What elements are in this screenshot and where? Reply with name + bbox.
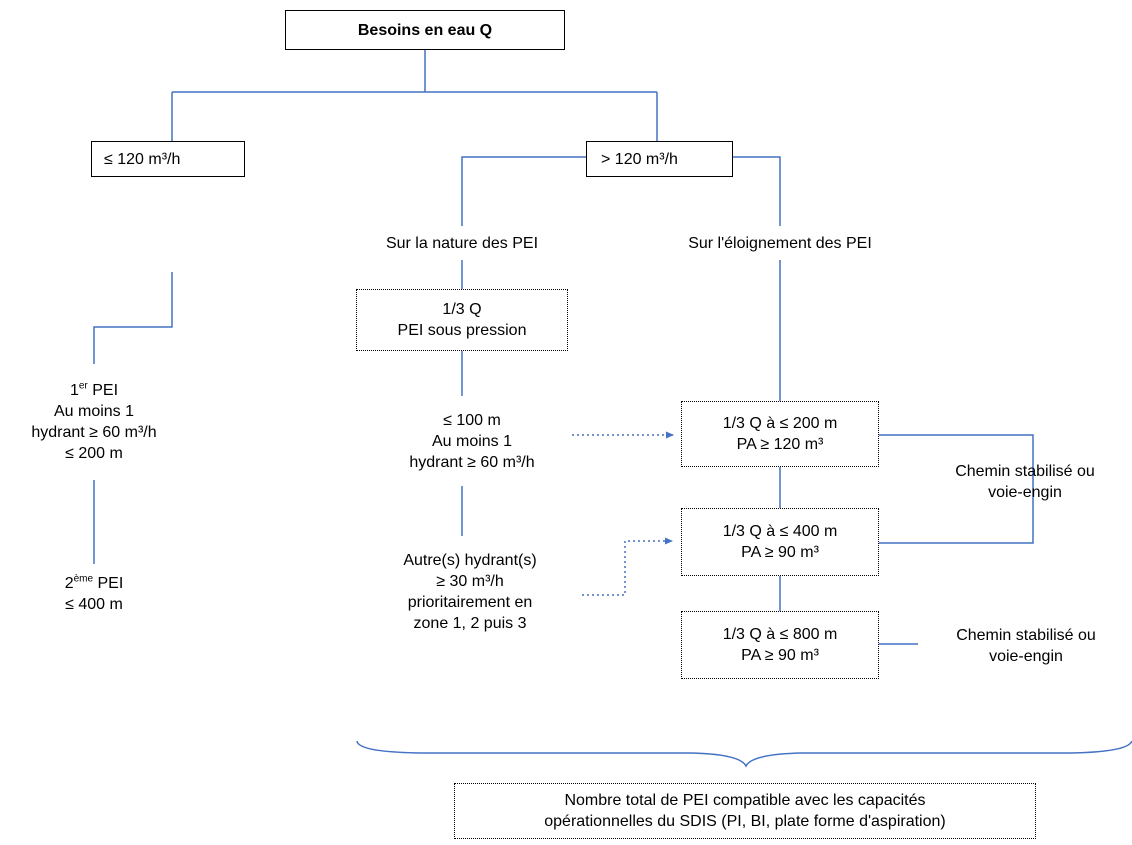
distance-200-line1: 1/3 Q à ≤ 200 m (722, 415, 838, 432)
access-note-1-line2: voie-engin (988, 484, 1062, 501)
summary-brace (356, 740, 1132, 768)
root-label: Besoins en eau Q (357, 21, 493, 39)
low-flow-box: ≤ 120 m³/h (91, 141, 245, 177)
nature-heading: Sur la nature des PEI (352, 230, 572, 256)
distance-400-line1: 1/3 Q à ≤ 400 m (722, 523, 838, 540)
arrow-other-to-400 (582, 537, 673, 596)
pressure-box: 1/3 Q PEI sous pression (356, 289, 568, 351)
hydrant-100-line3: hydrant ≥ 60 m³/h (409, 453, 535, 471)
distance-400-line2: PA ≥ 90 m³ (741, 544, 819, 561)
first-pei-line4: ≤ 200 m (65, 445, 123, 462)
distance-heading-label: Sur l'éloignement des PEI (688, 234, 872, 252)
nature-heading-label: Sur la nature des PEI (385, 234, 539, 252)
other-hydrants-line3: prioritairement en (407, 594, 533, 611)
first-pei-line2: Au moins 1 (53, 403, 135, 420)
pressure-line2: PEI sous pression (397, 322, 527, 339)
access-note-2-line1: Chemin stabilisé ou (956, 627, 1096, 644)
high-flow-label: > 120 m³/h (601, 150, 678, 168)
summary-line1: Nombre total de PEI compatible avec les … (564, 792, 926, 809)
distance-800-box: 1/3 Q à ≤ 800 m PA ≥ 90 m³ (681, 611, 879, 679)
other-hydrants-line2: ≥ 30 m³/h (436, 573, 504, 590)
other-hydrants-text: Autre(s) hydrant(s) ≥ 30 m³/h prioritair… (365, 540, 575, 644)
connector-access-bracket (879, 434, 1034, 544)
hydrant-100-line2: Au moins 1 (431, 432, 513, 450)
first-pei-line3: hydrant ≥ 60 m³/h (31, 424, 157, 441)
distance-200-box: 1/3 Q à ≤ 200 m PA ≥ 120 m³ (681, 401, 879, 467)
first-pei-text: 1er PEI Au moins 1 hydrant ≥ 60 m³/h ≤ 2… (0, 370, 188, 474)
root-box: Besoins en eau Q (285, 10, 565, 50)
access-note-2: Chemin stabilisé ou voie-engin (926, 622, 1126, 670)
access-note-2-line2: voie-engin (989, 648, 1063, 665)
access-note-1-line1: Chemin stabilisé ou (955, 463, 1095, 480)
other-hydrants-line1: Autre(s) hydrant(s) (403, 552, 537, 569)
hydrant-100-text: ≤ 100 m Au moins 1 hydrant ≥ 60 m³/h (382, 400, 562, 482)
distance-800-line2: PA ≥ 90 m³ (741, 647, 819, 664)
first-pei-title: 1er PEI (69, 380, 119, 399)
summary-box: Nombre total de PEI compatible avec les … (454, 783, 1036, 839)
distance-200-line2: PA ≥ 120 m³ (736, 436, 824, 453)
hydrant-100-line1: ≤ 100 m (443, 411, 501, 429)
distance-400-box: 1/3 Q à ≤ 400 m PA ≥ 90 m³ (681, 508, 879, 576)
low-flow-label: ≤ 120 m³/h (104, 150, 181, 168)
distance-800-line1: 1/3 Q à ≤ 800 m (722, 626, 838, 643)
second-pei-title: 2ème PEI (64, 573, 124, 592)
high-flow-box: > 120 m³/h (586, 141, 733, 177)
summary-line2: opérationnelles du SDIS (PI, BI, plate f… (544, 813, 946, 830)
other-hydrants-line4: zone 1, 2 puis 3 (413, 615, 527, 632)
pressure-line1: 1/3 Q (442, 301, 482, 318)
distance-heading: Sur l'éloignement des PEI (640, 230, 920, 256)
access-note-1: Chemin stabilisé ou voie-engin (930, 458, 1120, 506)
second-pei-text: 2ème PEI ≤ 400 m (30, 570, 158, 618)
connector-right-to-nature (461, 156, 586, 226)
connector-right-to-distance (733, 156, 781, 226)
second-pei-line2: ≤ 400 m (65, 596, 123, 613)
connector-left-elbow (93, 272, 173, 364)
